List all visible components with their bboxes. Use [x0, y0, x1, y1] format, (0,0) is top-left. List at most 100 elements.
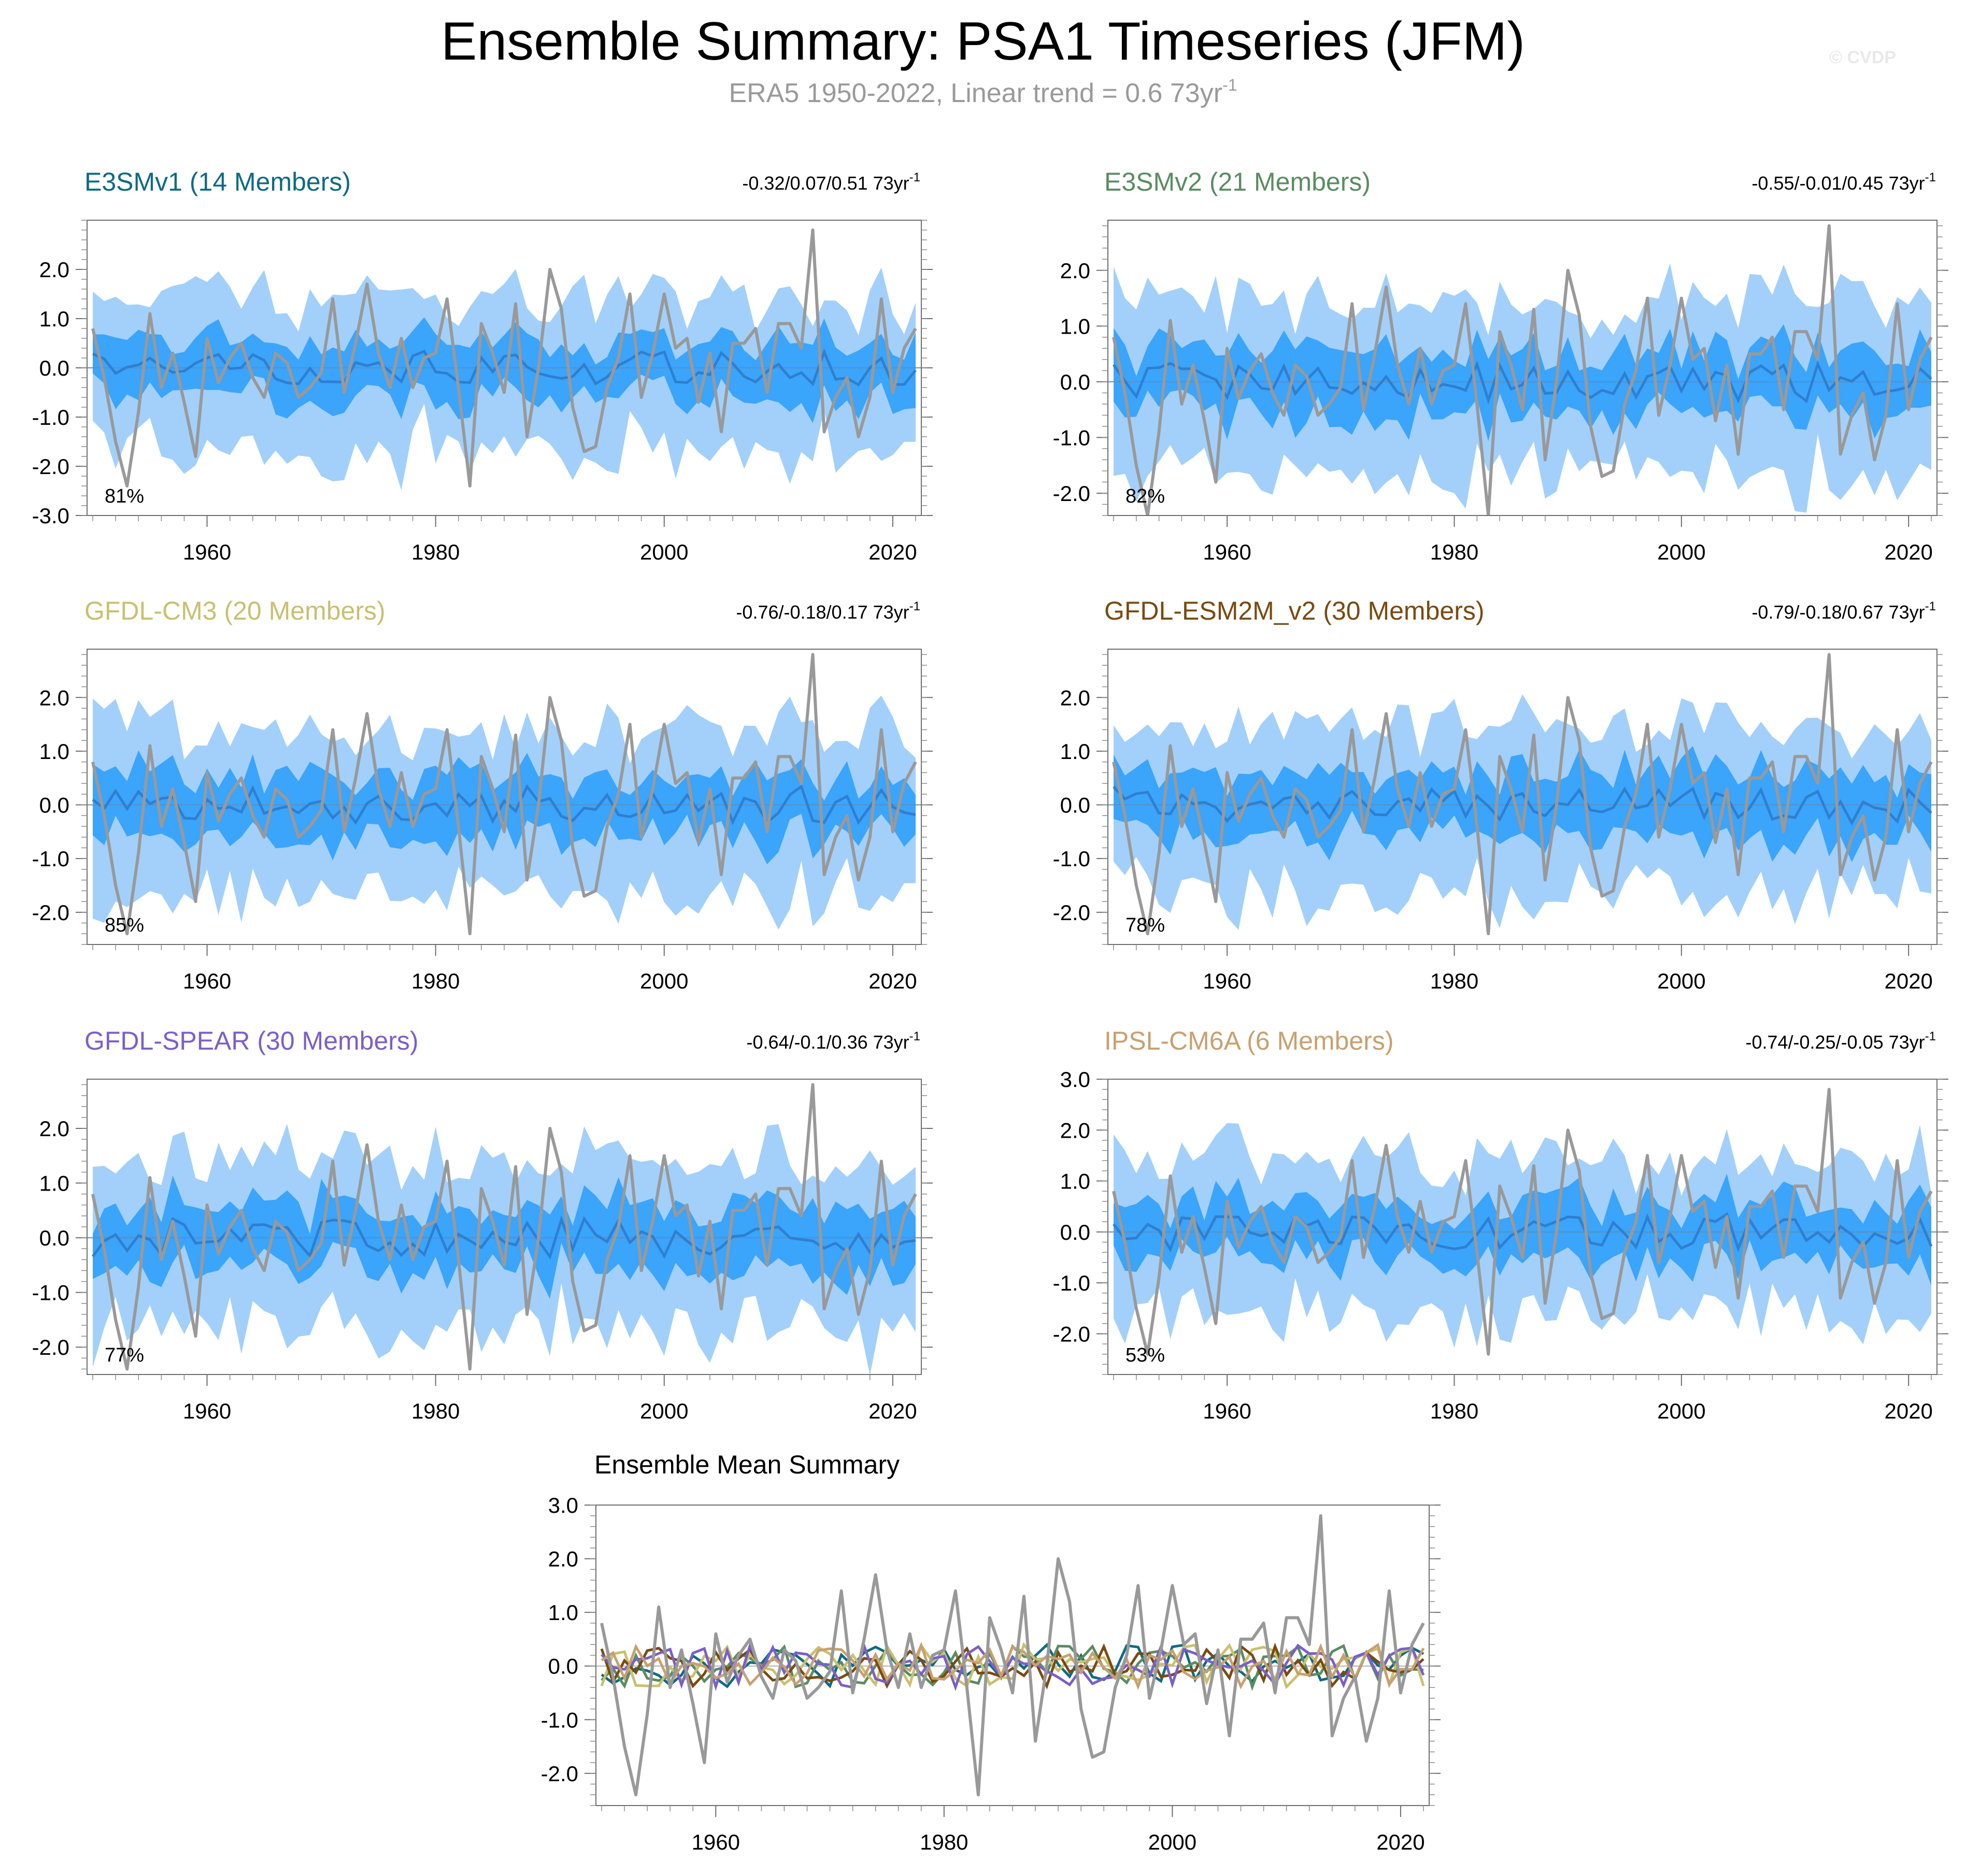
y-tick-label: -2.0 — [1053, 1322, 1090, 1346]
panel-title: IPSL-CM6A (6 Members) — [1104, 1026, 1393, 1055]
observation-line — [1112, 224, 1933, 515]
y-tick-label: 2.0 — [39, 685, 69, 710]
y-tick-label: 0.0 — [39, 793, 69, 818]
panel-title: E3SMv2 (21 Members) — [1104, 167, 1371, 196]
panel-4: GFDL-ESM2M_v2 (30 Members) -0.79/-0.18/0.… — [1053, 596, 1948, 993]
panel-title: Ensemble Mean Summary — [594, 1450, 900, 1479]
figure-subtitle: ERA5 1950-2022, Linear trend = 0.6 73yr-… — [0, 77, 1966, 110]
plot-area — [87, 653, 921, 936]
panel-3: GFDL-CM3 (20 Members) -0.76/-0.18/0.17 73… — [32, 596, 933, 993]
plot-area — [1108, 653, 1937, 936]
x-tick-label: 2020 — [1884, 540, 1932, 564]
subtitle-text: ERA5 1950-2022, Linear trend = 0.6 73yr — [729, 78, 1223, 108]
percent-label: 85% — [105, 914, 144, 936]
y-tick-label: 3.0 — [1060, 1067, 1090, 1092]
trend-text: -0.74/-0.25/-0.05 73yr — [1745, 1032, 1925, 1053]
panel-5: GFDL-SPEAR (30 Members) -0.64/-0.1/0.36 7… — [32, 1026, 933, 1423]
x-tick-label: 1960 — [1203, 969, 1251, 993]
trend-label: -0.64/-0.1/0.36 73yr-1 — [746, 1029, 920, 1053]
panel-6: IPSL-CM6A (6 Members) -0.74/-0.25/-0.05 7… — [1053, 1026, 1948, 1423]
y-tick-label: -2.0 — [32, 900, 69, 925]
y-tick-label: -2.0 — [32, 1335, 69, 1359]
x-tick-label: 1980 — [1430, 969, 1478, 993]
panel-title: GFDL-ESM2M_v2 (30 Members) — [1104, 596, 1485, 625]
y-tick-label: -2.0 — [1053, 481, 1090, 506]
x-tick-label: 2000 — [640, 1399, 688, 1423]
y-tick-label: 2.0 — [39, 1116, 69, 1141]
x-tick-label: 1980 — [1430, 540, 1478, 564]
y-tick-label: 1.0 — [39, 739, 69, 764]
trend-text: -0.79/-0.18/0.67 73yr — [1751, 602, 1925, 623]
x-tick-label: 2020 — [1884, 969, 1932, 993]
trend-text: -0.64/-0.1/0.36 73yr — [746, 1032, 909, 1053]
x-tick-label: 1960 — [183, 1399, 231, 1423]
ensemble-mean-panel: Ensemble Mean Summary 3.0 2.0 1.0 0.0 -1.0 -2.… — [541, 1450, 1441, 1854]
y-tick-label: 1.0 — [39, 1171, 69, 1196]
y-tick-label: -1.0 — [32, 405, 69, 429]
y-tick-label: 0.0 — [1060, 793, 1090, 818]
y-tick-label: 0.0 — [548, 1654, 578, 1679]
x-tick-label: 1980 — [411, 969, 460, 993]
y-tick-label: -1.0 — [541, 1708, 578, 1732]
y-tick-label: 0.0 — [1060, 1220, 1090, 1244]
observation-line — [1112, 653, 1933, 936]
x-tick-label: 1980 — [411, 1399, 460, 1423]
trend-label: -0.55/-0.01/0.45 73yr-1 — [1751, 170, 1936, 194]
observation-line — [1112, 1087, 1933, 1356]
y-tick-label: 2.0 — [39, 257, 69, 282]
x-tick-label: 2000 — [640, 540, 688, 564]
y-tick-label: -2.0 — [32, 454, 69, 479]
panel-title: E3SMv1 (14 Members) — [84, 167, 351, 196]
y-tick-label: 2.0 — [548, 1547, 578, 1571]
y-tick-label: 3.0 — [548, 1493, 578, 1517]
ensemble-mean-line — [1113, 785, 1932, 826]
y-tick-label: 2.0 — [1060, 259, 1090, 283]
trend-exponent: -1 — [1925, 599, 1936, 613]
y-tick-label: -2.0 — [1053, 900, 1090, 925]
percent-label: 81% — [105, 485, 144, 507]
plot-area — [87, 1083, 921, 1374]
y-tick-label: 1.0 — [548, 1600, 578, 1625]
y-tick-label: -1.0 — [32, 847, 69, 871]
subtitle-exponent: -1 — [1222, 76, 1237, 94]
copyright-watermark: © CVDP — [1829, 48, 1896, 67]
ensemble-mean-line — [1113, 1212, 1933, 1253]
trend-label: -0.32/0.07/0.51 73yr-1 — [742, 170, 920, 194]
x-tick-label: 2020 — [868, 540, 917, 564]
trend-exponent: -1 — [1925, 1029, 1936, 1043]
y-tick-label: -1.0 — [1053, 847, 1090, 871]
plot-area — [87, 228, 921, 491]
trend-exponent: -1 — [909, 170, 920, 184]
y-tick-label: 1.0 — [39, 307, 69, 331]
trend-text: -0.76/-0.18/0.17 73yr — [736, 602, 909, 623]
observation-line — [600, 1514, 1425, 1797]
plot-area — [1108, 1087, 1937, 1356]
y-tick-label: 0.0 — [1060, 370, 1090, 394]
y-tick-label: 1.0 — [1060, 739, 1090, 764]
observation-line — [91, 1083, 917, 1371]
ensemble-mean-line — [92, 784, 916, 825]
trend-label: -0.74/-0.25/-0.05 73yr-1 — [1745, 1029, 1936, 1053]
observation-line — [91, 228, 917, 488]
y-tick-label: 2.0 — [1060, 1118, 1090, 1142]
trend-label: -0.76/-0.18/0.17 73yr-1 — [736, 599, 920, 623]
outer-spread-band — [93, 267, 916, 491]
y-tick-label: -1.0 — [1053, 1271, 1090, 1295]
model-mean-line — [600, 1642, 1425, 1689]
percent-label: 82% — [1126, 485, 1165, 507]
percent-label: 78% — [1126, 914, 1165, 936]
x-tick-label: 2020 — [1376, 1830, 1424, 1854]
x-tick-label: 2020 — [1884, 1399, 1932, 1423]
x-tick-label: 2000 — [1657, 969, 1705, 993]
y-tick-label: -3.0 — [32, 504, 69, 528]
y-tick-label: 0.0 — [39, 356, 69, 380]
ensemble-mean-line — [92, 348, 917, 387]
x-tick-label: 1960 — [692, 1830, 740, 1854]
percent-label: 53% — [1126, 1344, 1165, 1366]
panel-2: E3SMv2 (21 Members) -0.55/-0.01/0.45 73yr… — [1053, 167, 1948, 564]
x-tick-label: 2020 — [868, 969, 917, 993]
y-tick-label: 0.0 — [39, 1226, 69, 1250]
percent-label: 77% — [105, 1344, 144, 1366]
trend-exponent: -1 — [1925, 170, 1936, 184]
x-tick-label: 1980 — [411, 540, 460, 564]
